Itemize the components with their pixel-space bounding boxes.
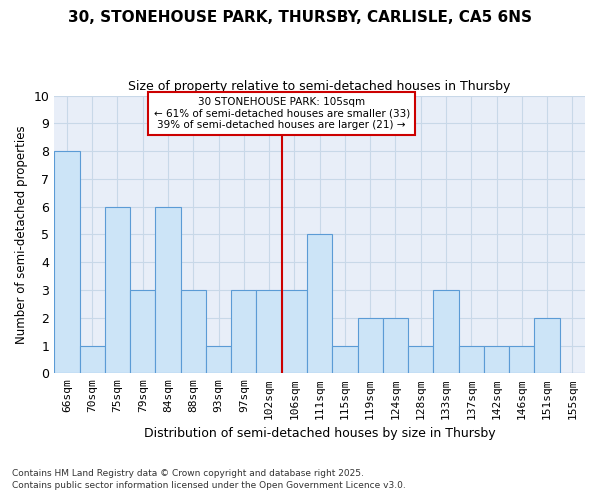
Bar: [282, 290, 307, 374]
Bar: [383, 318, 408, 374]
Bar: [105, 206, 130, 374]
Bar: [181, 290, 206, 374]
Text: Contains HM Land Registry data © Crown copyright and database right 2025.
Contai: Contains HM Land Registry data © Crown c…: [12, 469, 406, 490]
Bar: [231, 290, 256, 374]
Bar: [332, 346, 358, 374]
Bar: [535, 318, 560, 374]
Bar: [408, 346, 433, 374]
Title: Size of property relative to semi-detached houses in Thursby: Size of property relative to semi-detach…: [128, 80, 511, 93]
Text: 30 STONEHOUSE PARK: 105sqm
← 61% of semi-detached houses are smaller (33)
39% of: 30 STONEHOUSE PARK: 105sqm ← 61% of semi…: [154, 97, 410, 130]
Text: 30, STONEHOUSE PARK, THURSBY, CARLISLE, CA5 6NS: 30, STONEHOUSE PARK, THURSBY, CARLISLE, …: [68, 10, 532, 25]
Y-axis label: Number of semi-detached properties: Number of semi-detached properties: [15, 125, 28, 344]
Bar: [155, 206, 181, 374]
Bar: [54, 151, 80, 374]
Bar: [458, 346, 484, 374]
Bar: [358, 318, 383, 374]
Bar: [509, 346, 535, 374]
Bar: [307, 234, 332, 374]
Bar: [256, 290, 282, 374]
Bar: [80, 346, 105, 374]
Bar: [206, 346, 231, 374]
Bar: [433, 290, 458, 374]
Bar: [484, 346, 509, 374]
X-axis label: Distribution of semi-detached houses by size in Thursby: Distribution of semi-detached houses by …: [144, 427, 496, 440]
Bar: [130, 290, 155, 374]
